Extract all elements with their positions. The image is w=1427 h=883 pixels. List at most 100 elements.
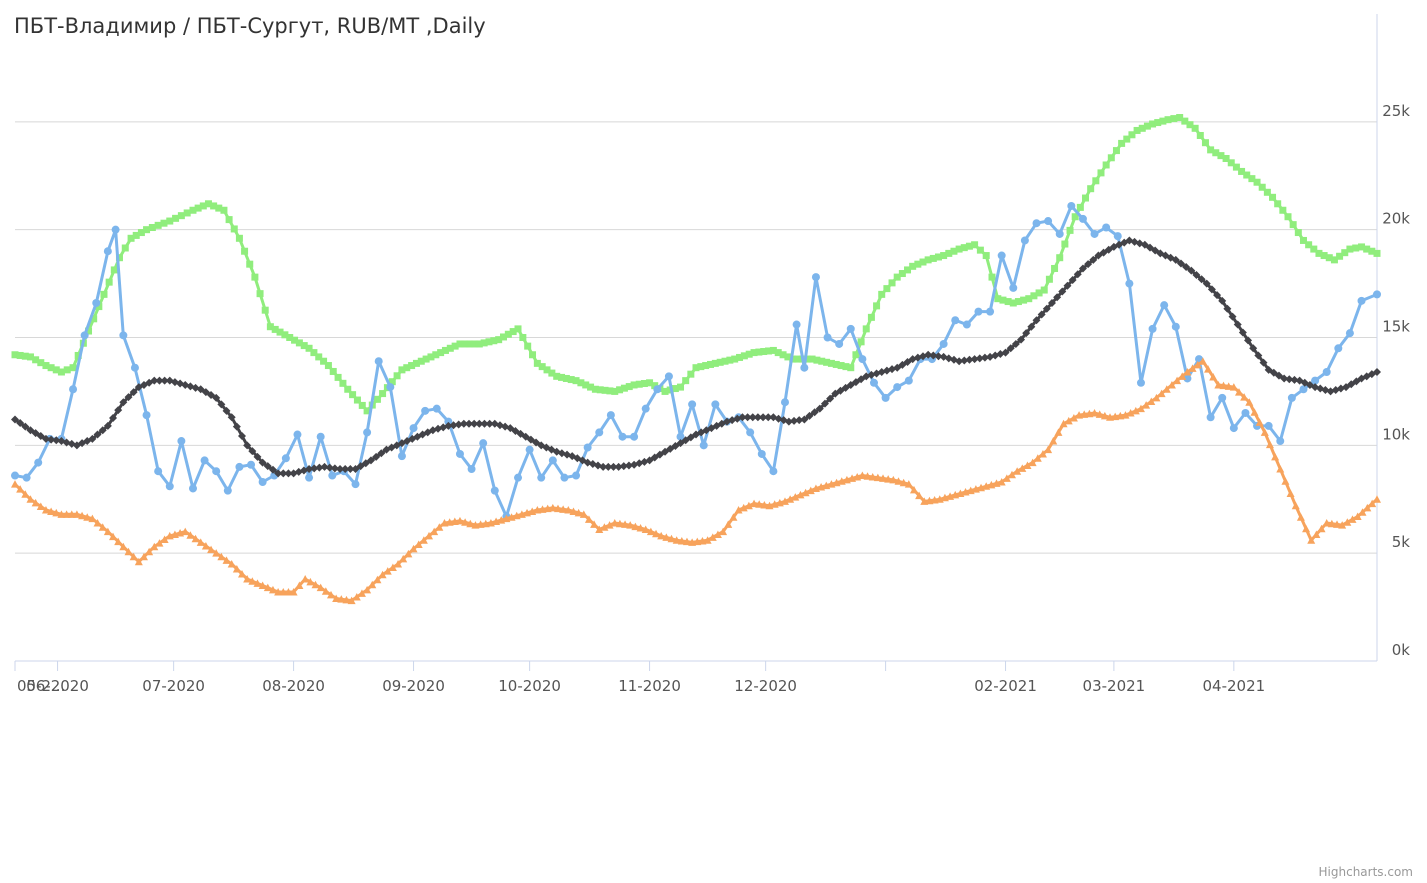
data-point: [1322, 518, 1331, 527]
data-point: [881, 393, 890, 402]
data-point: [1147, 397, 1156, 405]
data-point: [305, 473, 314, 482]
data-point: [92, 298, 101, 307]
data-point: [1113, 232, 1122, 241]
data-point: [1222, 154, 1230, 162]
data-point: [780, 497, 789, 505]
data-point: [1259, 358, 1268, 367]
data-point: [934, 352, 943, 361]
data-point: [800, 363, 809, 372]
data-point: [702, 362, 710, 370]
data-point: [470, 340, 478, 348]
data-point: [640, 380, 648, 388]
data-point: [746, 428, 755, 437]
series-1: [11, 201, 1381, 521]
data-point: [572, 471, 581, 480]
data-point: [1245, 398, 1254, 406]
data-point: [361, 459, 370, 468]
data-point: [334, 373, 342, 381]
x-tick-label: 02-2021: [974, 677, 1037, 695]
data-point: [88, 434, 97, 443]
data-point: [500, 333, 508, 341]
data-point: [750, 499, 759, 508]
data-point: [743, 413, 752, 422]
data-point: [320, 462, 329, 471]
data-point: [263, 583, 272, 592]
data-point: [657, 531, 666, 540]
data-point: [661, 447, 670, 456]
data-point: [893, 363, 902, 372]
data-point: [599, 462, 608, 471]
data-point: [258, 477, 267, 486]
data-point: [1192, 270, 1201, 279]
data-point: [1044, 445, 1053, 454]
data-point: [80, 331, 89, 340]
data-point: [52, 436, 61, 445]
data-point: [181, 527, 190, 536]
data-point: [1352, 377, 1361, 386]
data-point: [646, 379, 654, 387]
data-point: [1186, 121, 1194, 129]
data-point: [52, 366, 60, 374]
data-point: [652, 529, 661, 538]
data-point: [220, 206, 228, 214]
data-point: [965, 242, 973, 250]
data-point: [805, 411, 814, 420]
data-point: [955, 357, 964, 366]
data-point: [1311, 376, 1320, 385]
data-point: [721, 357, 729, 365]
data-point: [707, 360, 715, 368]
data-point: [577, 379, 585, 387]
data-point: [1006, 344, 1015, 353]
data-point: [940, 252, 948, 260]
data-point: [137, 229, 145, 237]
credits-link[interactable]: Highcharts.com: [1319, 865, 1413, 879]
data-point: [734, 506, 743, 514]
data-point: [145, 547, 154, 556]
data-point: [1143, 122, 1151, 130]
data-point: [148, 224, 156, 232]
data-point: [1353, 512, 1362, 521]
data-point: [337, 595, 346, 603]
data-point: [1346, 245, 1354, 253]
data-point: [1118, 139, 1126, 147]
data-point: [111, 225, 120, 234]
data-point: [671, 385, 679, 393]
data-point: [1330, 256, 1338, 264]
data-point: [1336, 252, 1344, 260]
data-point: [374, 357, 383, 366]
data-point: [708, 533, 717, 541]
data-point: [1182, 263, 1191, 272]
data-point: [166, 217, 174, 225]
data-point: [119, 398, 128, 407]
data-point: [295, 339, 303, 347]
data-point: [47, 364, 55, 372]
x-tick-label: 08-2020: [262, 677, 325, 695]
data-point: [238, 570, 246, 578]
data-point: [1368, 499, 1377, 508]
data-point: [349, 391, 357, 399]
data-point: [441, 346, 449, 354]
data-point: [759, 413, 768, 422]
data-point: [1049, 437, 1058, 445]
data-point: [929, 254, 937, 262]
data-point: [295, 581, 304, 590]
data-point: [143, 226, 151, 234]
data-point: [253, 579, 262, 587]
data-point: [506, 424, 515, 433]
data-point: [41, 434, 50, 443]
data-point: [430, 527, 439, 536]
data-point: [212, 549, 221, 557]
data-point: [590, 520, 599, 528]
data-point: [69, 385, 78, 394]
data-point: [548, 503, 557, 512]
data-point: [1357, 296, 1366, 305]
data-point: [130, 363, 139, 372]
data-point: [1358, 508, 1367, 516]
data-point: [315, 463, 324, 472]
data-point: [1095, 410, 1104, 418]
data-point: [1302, 524, 1311, 533]
data-point: [109, 414, 118, 423]
data-point: [11, 471, 19, 480]
data-point: [591, 385, 599, 393]
